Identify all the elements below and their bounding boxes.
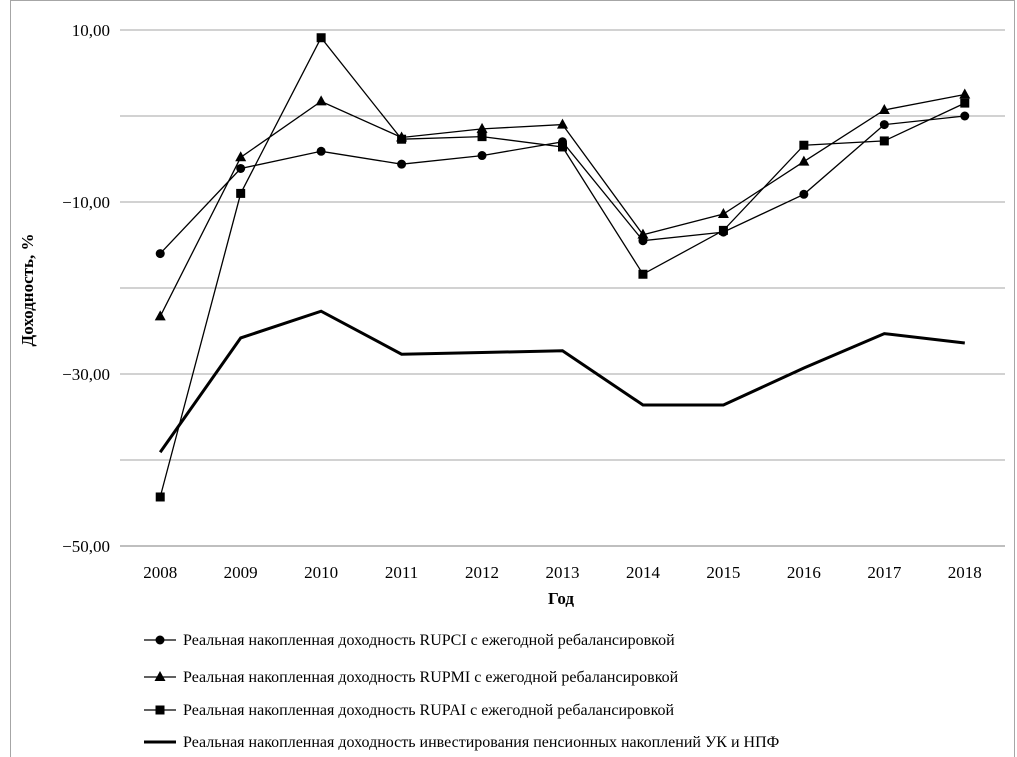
series-3 (155, 33, 970, 502)
legend-item-uk-npf: Реальная накопленная доходность инвестир… (144, 734, 779, 751)
data-point-square (236, 188, 246, 198)
data-point-square (718, 225, 728, 235)
data-point-circle (879, 120, 889, 130)
y-axis-title: Доходность, % (18, 234, 37, 347)
x-axis-tick-labels: 2008 2009 2010 2011 2012 2013 2014 2015 2016 2017… (143, 563, 982, 582)
data-point-triangle (798, 155, 810, 166)
data-point-circle (477, 151, 487, 161)
x-tick-label: 2008 (143, 563, 177, 582)
data-point-square (558, 142, 567, 152)
series-lines (154, 33, 971, 502)
legend-label-rupai: Реальная накопленная доходность RUPAI с … (183, 702, 675, 719)
y-tick-label: 10,00 (72, 21, 110, 40)
data-point-square (316, 33, 326, 43)
legend-item-rupmi: Реальная накопленная доходность RUPMI с … (144, 669, 679, 686)
x-tick-label: 2009 (224, 563, 258, 582)
y-tick-label: −50,00 (62, 537, 110, 556)
series-line (159, 115, 965, 255)
chart-frame (10, 0, 1015, 757)
data-point-triangle (717, 208, 729, 219)
data-point-triangle (637, 228, 649, 239)
data-point-circle (316, 146, 326, 156)
data-point-circle (155, 249, 165, 259)
data-point-square (638, 269, 648, 279)
x-tick-label: 2016 (787, 563, 821, 582)
x-tick-label: 2011 (385, 563, 418, 582)
data-point-square (879, 136, 889, 146)
y-tick-label: −10,00 (62, 193, 110, 212)
legend-label-uk-npf: Реальная накопленная доходность инвестир… (183, 734, 779, 751)
data-point-triangle (235, 151, 247, 162)
grid-lines (120, 29, 1005, 547)
x-axis-title: Год (548, 589, 574, 608)
data-point-square (799, 140, 809, 150)
x-tick-label: 2017 (867, 563, 902, 582)
x-tick-label: 2010 (304, 563, 338, 582)
legend-marker-triangle (154, 671, 166, 681)
series-4 (158, 309, 965, 454)
data-point-square (960, 98, 970, 108)
data-point-circle (960, 111, 970, 121)
legend-label-rupci: Реальная накопленная доходность RUPCI с … (183, 632, 675, 649)
data-point-triangle (154, 310, 166, 321)
legend-item-rupci: Реальная накопленная доходность RUPCI с … (144, 632, 675, 649)
legend-label-rupmi: Реальная накопленная доходность RUPMI с … (183, 669, 679, 686)
x-tick-label: 2014 (626, 563, 661, 582)
series-line (158, 309, 965, 454)
data-point-circle (236, 163, 246, 173)
data-point-square (155, 492, 165, 502)
data-point-square (477, 132, 487, 142)
data-point-circle (799, 189, 809, 199)
y-tick-label: −30,00 (62, 365, 110, 384)
legend-marker-circle (155, 635, 165, 645)
data-point-circle (397, 159, 407, 169)
x-tick-label: 2013 (546, 563, 580, 582)
data-point-triangle (878, 103, 890, 114)
data-point-triangle (557, 118, 568, 129)
x-tick-label: 2018 (948, 563, 982, 582)
legend: Реальная накопленная доходность RUPCI с … (144, 632, 779, 751)
data-point-square (397, 134, 407, 144)
data-point-triangle (315, 95, 327, 106)
y-axis-tick-labels: 10,00 −10,00 −30,00 −50,00 (62, 21, 110, 556)
x-tick-label: 2015 (706, 563, 740, 582)
data-point-triangle (476, 122, 488, 133)
legend-marker-square (155, 705, 165, 715)
legend-item-rupai: Реальная накопленная доходность RUPAI с … (144, 702, 675, 719)
data-point-triangle (959, 88, 971, 99)
series-line (159, 36, 966, 498)
x-tick-label: 2012 (465, 563, 499, 582)
